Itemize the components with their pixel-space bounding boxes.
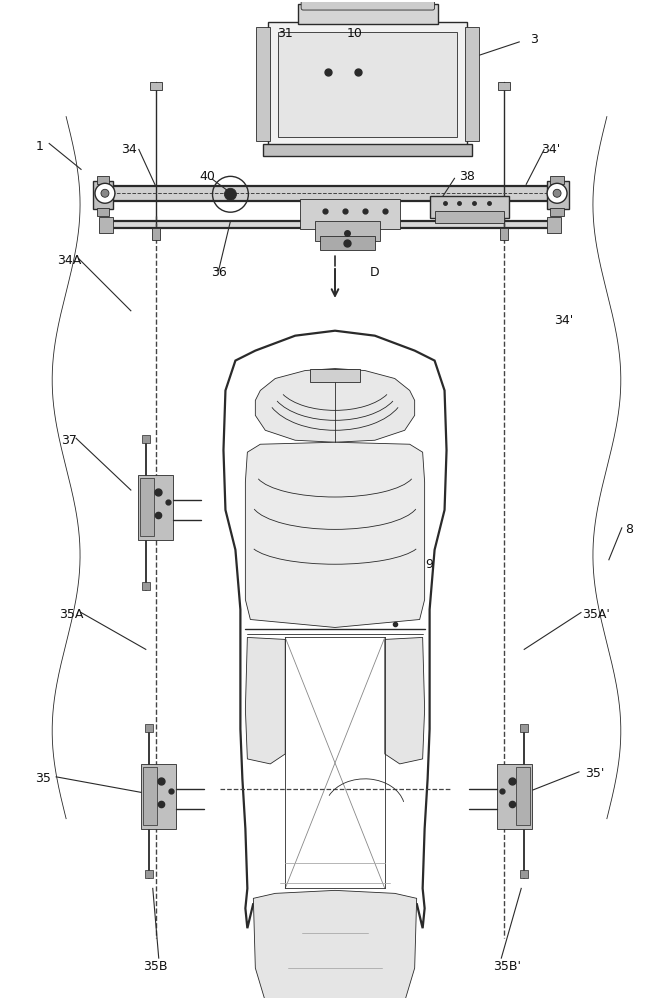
Bar [263, 144, 472, 156]
Bar [520, 870, 528, 878]
Bar [435, 211, 505, 223]
Text: D: D [370, 266, 380, 279]
Text: 34': 34' [541, 143, 561, 156]
Text: 36: 36 [211, 266, 226, 279]
Bar [547, 217, 561, 233]
Bar [298, 4, 437, 24]
Text: 35A': 35A' [582, 608, 610, 621]
Text: 40: 40 [199, 170, 215, 183]
Text: 34A: 34A [57, 254, 81, 267]
PathPatch shape [246, 442, 425, 627]
Bar [550, 208, 564, 216]
Bar [320, 236, 375, 250]
Text: 3: 3 [530, 33, 538, 46]
Text: 34': 34' [554, 314, 574, 327]
PathPatch shape [246, 637, 285, 764]
Bar [550, 176, 564, 184]
Bar [278, 32, 458, 137]
Bar [501, 228, 508, 240]
Bar [499, 82, 510, 90]
Bar [520, 724, 528, 732]
Bar [143, 767, 157, 825]
Bar [150, 82, 162, 90]
Bar [141, 764, 176, 829]
Bar [300, 199, 400, 229]
Circle shape [547, 183, 567, 203]
Bar [310, 369, 360, 382]
Text: 1: 1 [36, 140, 43, 153]
PathPatch shape [254, 890, 417, 1000]
Text: 8: 8 [625, 523, 633, 536]
Bar [145, 724, 153, 732]
Text: 38: 38 [460, 170, 475, 183]
Bar [268, 22, 468, 146]
Circle shape [101, 189, 109, 197]
Bar [101, 186, 564, 201]
Text: 35B': 35B' [493, 960, 521, 973]
Text: 37: 37 [61, 434, 77, 447]
Bar [152, 228, 160, 240]
Bar [315, 221, 380, 241]
Bar [97, 208, 109, 216]
Text: 34: 34 [121, 143, 137, 156]
Bar [109, 221, 547, 228]
Bar [99, 217, 113, 233]
Text: 35A: 35A [59, 608, 83, 621]
PathPatch shape [256, 369, 415, 442]
Bar [93, 181, 113, 209]
Text: 10: 10 [347, 27, 363, 40]
Circle shape [95, 183, 115, 203]
Bar [97, 176, 109, 184]
Circle shape [553, 189, 561, 197]
Bar [429, 196, 509, 218]
Bar [256, 27, 270, 141]
Text: 35': 35' [585, 767, 605, 780]
Text: 31: 31 [277, 27, 293, 40]
Bar [140, 478, 154, 536]
Bar [466, 27, 479, 141]
Text: 35B: 35B [144, 960, 168, 973]
Text: 9: 9 [425, 558, 433, 571]
Bar [547, 181, 569, 209]
Bar [142, 582, 150, 590]
Bar [142, 435, 150, 443]
Bar [497, 764, 532, 829]
Bar [516, 767, 530, 825]
PathPatch shape [223, 331, 446, 963]
Circle shape [225, 188, 236, 200]
FancyBboxPatch shape [301, 0, 435, 10]
PathPatch shape [384, 637, 425, 764]
Text: 35: 35 [36, 772, 51, 785]
Bar [138, 475, 172, 540]
Bar [145, 870, 153, 878]
